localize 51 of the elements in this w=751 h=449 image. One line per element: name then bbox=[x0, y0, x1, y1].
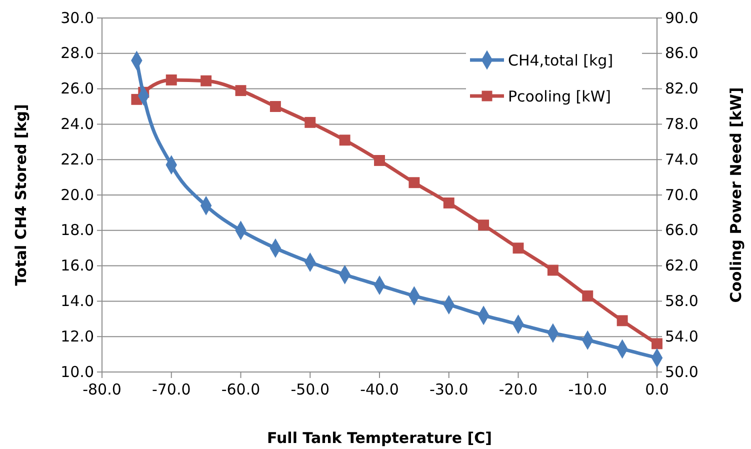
point bbox=[408, 177, 420, 188]
point bbox=[339, 134, 350, 146]
point bbox=[374, 155, 385, 166]
y2-tick-label: 66.0 bbox=[665, 221, 698, 240]
y2-tick-label: 50.0 bbox=[665, 362, 698, 381]
point bbox=[478, 220, 490, 231]
y-tick-label: 18.0 bbox=[60, 221, 94, 240]
y2-tick-label: 86.0 bbox=[665, 44, 698, 62]
y-tick-label: 10.0 bbox=[60, 362, 94, 381]
y-tick-label: 24.0 bbox=[60, 115, 94, 133]
y2-tick-label: 82.0 bbox=[665, 80, 698, 98]
y-tick-label: 22.0 bbox=[60, 150, 94, 168]
point bbox=[166, 74, 177, 86]
point bbox=[443, 197, 454, 208]
legend-label: CH4,total [kg] bbox=[508, 51, 614, 70]
point bbox=[304, 116, 316, 128]
x-tick-label: -80.0 bbox=[82, 380, 122, 398]
x-tick-label: -70.0 bbox=[152, 380, 191, 398]
y2-tick-label: 70.0 bbox=[665, 186, 698, 204]
y-tick-label: 26.0 bbox=[60, 80, 94, 98]
y-tick-label: 30.0 bbox=[60, 8, 94, 27]
y2-tick-label: 58.0 bbox=[665, 292, 698, 310]
x-tick-label: -40.0 bbox=[360, 380, 399, 398]
point bbox=[512, 242, 524, 254]
legend-label: Pcooling [kW] bbox=[508, 87, 612, 106]
x-tick-label: 0.0 bbox=[645, 380, 669, 398]
x-tick-label: -10.0 bbox=[568, 380, 608, 398]
y2-tick-label: 90.0 bbox=[665, 8, 698, 27]
x-tick-label: -30.0 bbox=[429, 380, 468, 398]
y2-tick-label: 78.0 bbox=[665, 115, 698, 133]
y2-axis-title: Cooling Power Need [kW] bbox=[727, 87, 745, 303]
y-tick-label: 14.0 bbox=[60, 292, 94, 310]
x-tick-label: -20.0 bbox=[498, 380, 538, 398]
x-tick-label: -60.0 bbox=[221, 380, 260, 398]
y2-tick-label: 74.0 bbox=[665, 150, 698, 168]
point bbox=[200, 75, 212, 86]
x-axis-title: Full Tank Tempterature [C] bbox=[267, 429, 492, 447]
point bbox=[652, 338, 662, 350]
y-tick-label: 12.0 bbox=[60, 327, 94, 346]
y-tick-label: 20.0 bbox=[60, 186, 94, 204]
y2-tick-label: 62.0 bbox=[665, 256, 698, 275]
point bbox=[582, 290, 594, 302]
point bbox=[616, 315, 628, 326]
x-tick-label: -50.0 bbox=[290, 380, 330, 398]
point bbox=[270, 101, 281, 112]
y2-tick-label: 54.0 bbox=[665, 327, 698, 346]
point bbox=[547, 264, 558, 276]
y-tick-label: 16.0 bbox=[60, 256, 94, 275]
point bbox=[235, 85, 246, 96]
y-tick-label: 28.0 bbox=[60, 44, 94, 62]
y-axis-title: Total CH4 Stored [kg] bbox=[12, 104, 30, 286]
